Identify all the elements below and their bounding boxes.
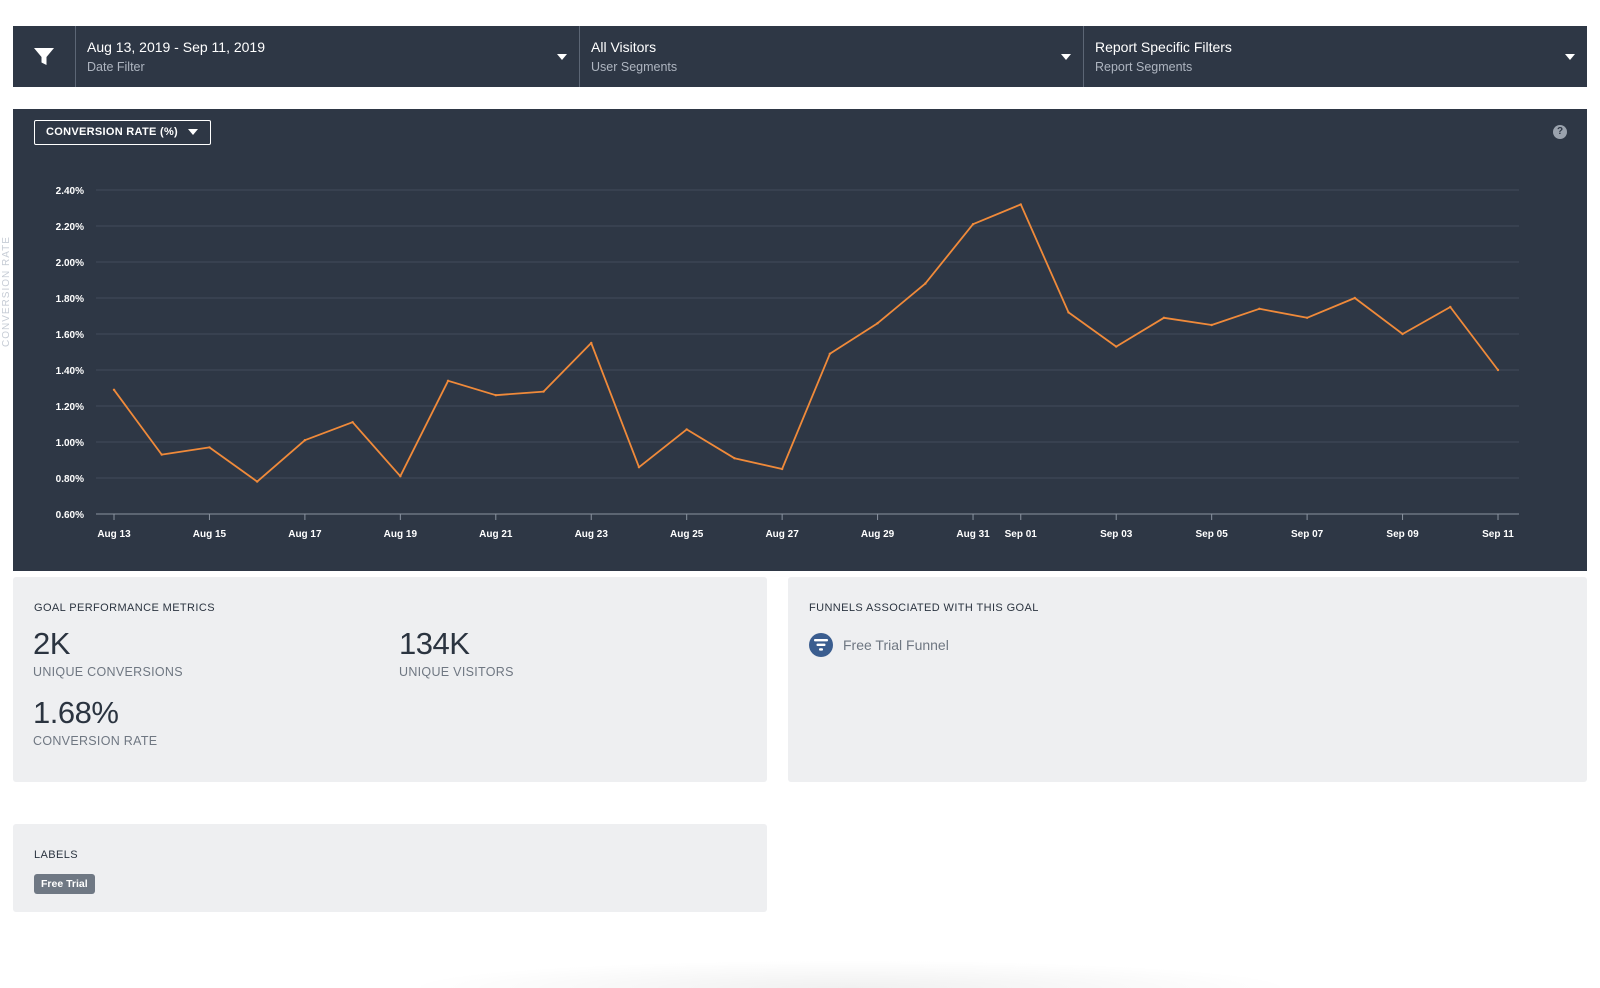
data-point	[255, 480, 259, 483]
data-point	[590, 341, 593, 345]
data-point	[1067, 311, 1070, 314]
label-badge[interactable]: Free Trial	[34, 874, 95, 894]
conversion-rate-value: 1.68%	[33, 695, 119, 730]
funnel-name: Free Trial Funnel	[843, 637, 949, 653]
chevron-down-icon	[1565, 54, 1575, 60]
filter-toggle-button[interactable]	[13, 26, 76, 87]
data-point	[494, 394, 497, 397]
y-tick-label: 1.40%	[56, 366, 84, 377]
metric-select-label: CONVERSION RATE (%)	[46, 126, 179, 138]
conversion-rate-chart: 0.60% 0.80% 1.00% 1.20% 1.40% 1.60% 1.80% 2.00%…	[56, 186, 1519, 540]
y-tick-label: 1.60%	[56, 330, 84, 341]
x-tick-label: Aug 13	[97, 529, 131, 540]
chart-panel: 0.60% 0.80% 1.00% 1.20% 1.40% 1.60% 1.80% 2.00%…	[1, 109, 1587, 571]
x-tick-label: Aug 27	[765, 529, 799, 540]
y-tick-label: 1.80%	[56, 294, 84, 305]
caret-down-icon	[188, 129, 198, 135]
data-point	[112, 388, 116, 391]
y-tick-label: 0.60%	[56, 510, 84, 521]
date-filter-label: Date Filter	[87, 60, 145, 74]
x-tick-label: Aug 15	[193, 529, 227, 540]
data-point	[1258, 307, 1261, 310]
filter-bar: Aug 13, 2019 - Sep 11, 2019 Date Filter …	[13, 26, 1587, 87]
x-tick-label: Aug 19	[384, 529, 418, 540]
x-tick-label: Aug 17	[288, 529, 322, 540]
report-segments-label: Report Segments	[1095, 60, 1193, 74]
funnel-icon	[809, 633, 833, 657]
data-point	[780, 467, 784, 471]
conversion-rate-line	[113, 203, 1499, 483]
x-tick-label: Aug 21	[479, 529, 513, 540]
unique-conversions-metric: 2K UNIQUE CONVERSIONS	[33, 626, 183, 680]
data-point	[971, 223, 975, 226]
data-point	[399, 475, 402, 478]
data-point	[208, 446, 211, 449]
data-point	[446, 379, 450, 382]
y-tick-label: 0.80%	[56, 474, 84, 485]
data-point	[733, 457, 736, 460]
data-point	[351, 421, 354, 424]
y-tick-label: 2.40%	[56, 186, 84, 197]
unique-conversions-value: 2K	[33, 626, 70, 661]
funnels-title: FUNNELS ASSOCIATED WITH THIS GOAL	[809, 602, 1039, 614]
user-segments-label: User Segments	[591, 60, 678, 74]
data-point	[303, 439, 307, 442]
labels-card: LABELS Free Trial	[13, 824, 767, 912]
x-tick-label: Sep 07	[1291, 529, 1324, 540]
data-point	[1449, 305, 1452, 309]
data-point	[637, 466, 641, 469]
x-tick-label: Sep 03	[1100, 529, 1133, 540]
data-point	[1115, 345, 1118, 348]
unique-visitors-value: 134K	[399, 626, 470, 661]
funnel-link[interactable]: Free Trial Funnel	[809, 633, 949, 657]
labels-title: LABELS	[34, 849, 78, 861]
chevron-down-icon	[557, 54, 567, 60]
chevron-down-icon	[1061, 54, 1071, 60]
x-tick-label: Aug 23	[575, 529, 609, 540]
date-filter-dropdown[interactable]: Aug 13, 2019 - Sep 11, 2019 Date Filter	[76, 26, 580, 87]
x-tick-label: Aug 31	[956, 529, 990, 540]
unique-conversions-label: UNIQUE CONVERSIONS	[33, 665, 183, 679]
x-tick-label: Aug 29	[861, 529, 895, 540]
y-axis-title: CONVERSION RATE	[1, 236, 12, 347]
goal-metrics-title: GOAL PERFORMANCE METRICS	[34, 602, 215, 614]
y-tick-label: 1.20%	[56, 402, 84, 413]
data-point	[160, 453, 163, 456]
conversion-rate-label: CONVERSION RATE	[33, 734, 158, 748]
unique-visitors-metric: 134K UNIQUE VISITORS	[399, 626, 514, 680]
y-tick-label: 2.00%	[56, 258, 84, 269]
x-tick-label: Aug 25	[670, 529, 704, 540]
data-point	[542, 390, 545, 393]
data-point	[685, 428, 688, 431]
unique-visitors-label: UNIQUE VISITORS	[399, 665, 514, 679]
report-segments-value: Report Specific Filters	[1095, 39, 1232, 55]
data-point	[1210, 323, 1213, 327]
data-point	[924, 282, 927, 285]
data-point	[1019, 203, 1022, 206]
x-tick-label: Sep 05	[1196, 529, 1229, 540]
x-tick-label: Sep 09	[1386, 529, 1419, 540]
y-tick-label: 1.00%	[56, 438, 84, 449]
data-point	[1496, 368, 1500, 372]
data-point	[876, 322, 879, 325]
user-segments-dropdown[interactable]: All Visitors User Segments	[580, 26, 1084, 87]
data-point	[1353, 296, 1357, 300]
data-point	[1401, 332, 1404, 336]
page-bottom-shadow	[400, 960, 1300, 988]
goal-metrics-card: GOAL PERFORMANCE METRICS 2K UNIQUE CONVE…	[13, 577, 767, 782]
conversion-rate-metric: 1.68% CONVERSION RATE	[33, 695, 158, 749]
metric-select-dropdown[interactable]: CONVERSION RATE (%)	[34, 120, 211, 145]
filter-icon	[34, 47, 54, 65]
help-icon[interactable]: ?	[1553, 125, 1567, 139]
data-point	[828, 352, 832, 355]
user-segments-value: All Visitors	[591, 39, 657, 55]
report-segments-dropdown[interactable]: Report Specific Filters Report Segments	[1084, 26, 1587, 87]
funnels-card: FUNNELS ASSOCIATED WITH THIS GOAL Free T…	[788, 577, 1587, 782]
x-tick-label: Sep 01	[1005, 529, 1038, 540]
data-point	[1162, 316, 1166, 319]
data-point	[1305, 316, 1309, 319]
y-tick-label: 2.20%	[56, 222, 84, 233]
date-filter-value: Aug 13, 2019 - Sep 11, 2019	[87, 39, 265, 55]
x-tick-label: Sep 11	[1482, 529, 1514, 540]
